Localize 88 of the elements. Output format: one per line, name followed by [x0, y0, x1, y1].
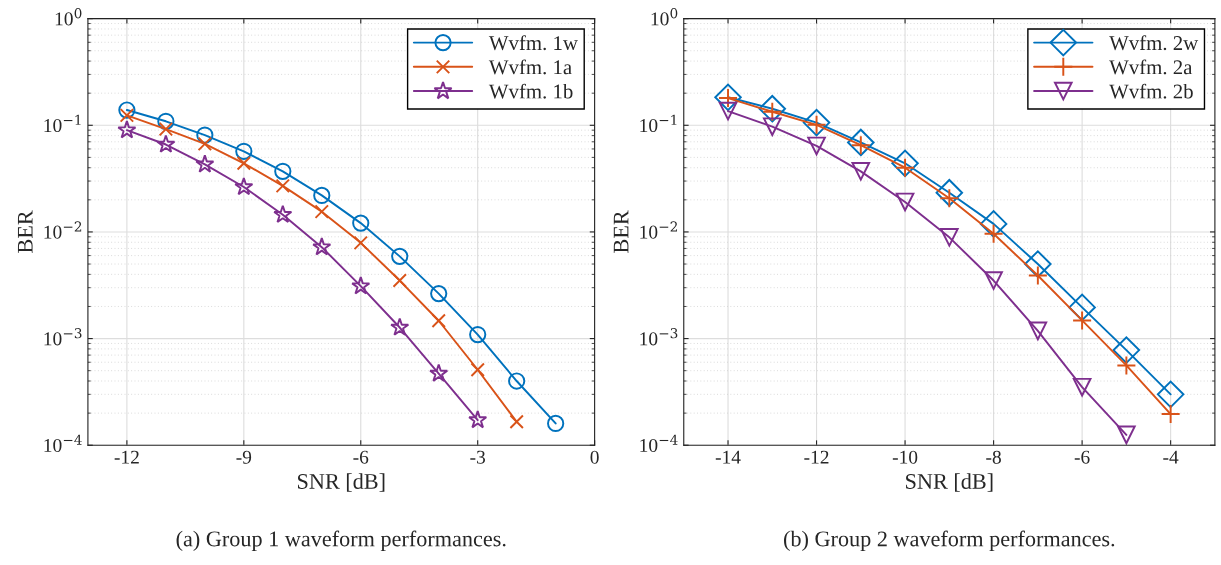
point [847, 128, 875, 157]
point [1116, 355, 1137, 376]
point [984, 271, 1003, 290]
point [547, 414, 565, 433]
point [352, 214, 370, 232]
point [802, 108, 831, 137]
legend-label: Wvfm. 2a [1109, 59, 1193, 75]
point [1117, 425, 1136, 445]
point [235, 142, 253, 160]
point [979, 210, 1008, 238]
y-tick-label: 10$^{−3}$ [640, 328, 678, 346]
point [1072, 310, 1093, 331]
point [1156, 380, 1185, 409]
point [158, 121, 174, 137]
point [431, 313, 446, 328]
point [807, 136, 826, 156]
y-tick-label: 10$^{−3}$ [44, 328, 82, 346]
point [1024, 250, 1052, 278]
x-tick-label: -9 [236, 450, 252, 464]
point [156, 134, 176, 153]
x-tick-label: -3 [470, 450, 486, 464]
point [718, 101, 738, 121]
point [117, 120, 137, 139]
y-tick-label: 10$^{0}$ [651, 8, 678, 26]
point [390, 317, 410, 336]
point [119, 108, 135, 123]
y-axis-title: BER [17, 210, 33, 253]
point [940, 228, 959, 247]
point [1027, 265, 1048, 286]
x-axis-title: SNR [dB] [906, 473, 993, 492]
y-tick-label: 10$^{−2}$ [640, 221, 677, 239]
point [313, 186, 331, 205]
point [851, 162, 871, 181]
point [236, 156, 252, 171]
x-tick-label: -6 [1074, 450, 1090, 464]
legend-label: Wvfm. 1w [488, 35, 578, 51]
point [1112, 336, 1141, 364]
point [351, 276, 371, 295]
y-tick-label: 10$^{−4}$ [44, 434, 82, 453]
y-tick-label: 10$^{−1}$ [44, 114, 81, 133]
legend-label: Wvfm. 1b [488, 83, 573, 99]
point [1160, 404, 1181, 425]
point [234, 176, 254, 196]
point [273, 204, 293, 223]
point [1028, 321, 1048, 341]
point [195, 154, 215, 173]
y-tick-label: 10$^{−4}$ [640, 434, 678, 453]
point [118, 101, 136, 119]
point [1072, 377, 1092, 397]
x-tick-label: 0 [590, 450, 599, 464]
point [392, 273, 407, 288]
point [758, 94, 787, 123]
point [275, 178, 291, 194]
point [470, 362, 485, 377]
point [714, 83, 742, 112]
y-tick-label: 10$^{0}$ [55, 8, 82, 26]
point [469, 325, 487, 344]
point [509, 414, 524, 429]
legend-label: Wvfm. 1a [488, 59, 572, 75]
point [468, 410, 488, 429]
point [391, 247, 409, 265]
x-tick-label: -10 [892, 450, 918, 464]
y-tick-label: 10$^{−2}$ [44, 221, 82, 239]
point [935, 179, 964, 207]
text: (a) Group 1 waveform performances. [176, 530, 506, 551]
point [312, 237, 332, 256]
y-tick-label: 10$^{−1}$ [640, 114, 677, 133]
x-tick-label: -8 [986, 450, 1001, 464]
legend-label: Wvfm. 2w [1109, 35, 1199, 51]
point [430, 285, 448, 303]
point [508, 372, 526, 390]
point [895, 192, 915, 212]
x-tick-label: -4 [1163, 450, 1179, 464]
x-tick-label: -12 [804, 450, 829, 464]
text: (b) Group 2 waveform performances. [784, 530, 1115, 551]
x-tick-label: -14 [715, 450, 741, 464]
point [353, 235, 368, 251]
point [274, 162, 292, 180]
x-axis-title: SNR [dB] [298, 473, 385, 492]
point [314, 204, 329, 219]
x-tick-label: -6 [353, 450, 369, 464]
y-axis-title: BER [613, 210, 629, 253]
point [762, 117, 782, 136]
point [891, 149, 919, 178]
legend-label: Wvfm. 2b [1109, 83, 1193, 99]
point [429, 363, 449, 382]
x-tick-label: -12 [114, 450, 139, 464]
point [197, 136, 213, 152]
